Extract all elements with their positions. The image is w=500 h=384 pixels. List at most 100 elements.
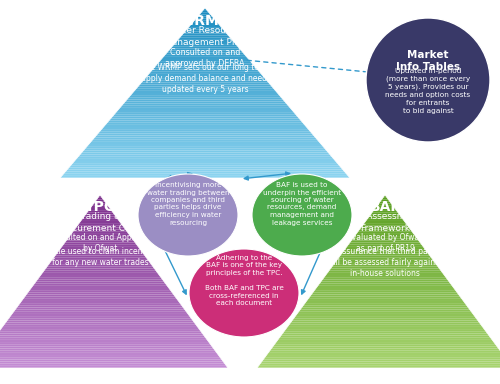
Polygon shape: [305, 301, 465, 303]
Polygon shape: [324, 275, 446, 277]
Polygon shape: [183, 31, 227, 33]
Polygon shape: [41, 273, 159, 275]
Polygon shape: [78, 155, 332, 157]
Polygon shape: [65, 240, 135, 243]
Polygon shape: [185, 29, 225, 31]
Polygon shape: [296, 314, 474, 316]
Polygon shape: [203, 8, 207, 10]
Polygon shape: [366, 219, 404, 221]
Polygon shape: [165, 53, 245, 55]
Polygon shape: [86, 212, 114, 214]
Polygon shape: [130, 93, 280, 95]
Polygon shape: [104, 125, 306, 127]
Polygon shape: [182, 33, 228, 36]
Polygon shape: [169, 48, 241, 51]
Polygon shape: [25, 295, 175, 296]
Polygon shape: [87, 210, 113, 212]
Polygon shape: [114, 112, 296, 114]
Polygon shape: [369, 214, 401, 217]
Polygon shape: [380, 199, 390, 202]
Polygon shape: [95, 199, 105, 202]
Polygon shape: [124, 101, 286, 104]
Polygon shape: [79, 221, 121, 223]
Polygon shape: [127, 97, 283, 99]
Polygon shape: [23, 296, 177, 299]
Text: The WRMP sets out our long term
supply demand balance and needs,
updated every 5: The WRMP sets out our long term supply d…: [137, 63, 273, 94]
Text: Consulted on and
approved by DEFRA: Consulted on and approved by DEFRA: [165, 48, 245, 68]
Polygon shape: [318, 284, 452, 286]
Polygon shape: [374, 208, 396, 210]
Polygon shape: [149, 72, 261, 74]
Polygon shape: [268, 351, 500, 353]
Text: WRMP: WRMP: [180, 14, 230, 28]
Polygon shape: [298, 310, 472, 312]
Polygon shape: [125, 99, 285, 101]
Polygon shape: [384, 195, 386, 197]
Polygon shape: [354, 234, 416, 236]
Polygon shape: [187, 27, 223, 29]
Polygon shape: [0, 353, 218, 355]
Polygon shape: [12, 312, 188, 314]
Polygon shape: [122, 104, 288, 106]
Polygon shape: [372, 210, 398, 212]
Polygon shape: [158, 61, 252, 63]
Polygon shape: [15, 308, 185, 310]
Polygon shape: [63, 243, 137, 245]
Polygon shape: [62, 174, 348, 176]
Polygon shape: [194, 19, 216, 21]
Polygon shape: [84, 148, 326, 151]
Polygon shape: [74, 159, 336, 161]
Polygon shape: [84, 214, 116, 217]
Polygon shape: [378, 202, 392, 204]
Polygon shape: [0, 346, 214, 349]
Polygon shape: [176, 40, 234, 42]
Polygon shape: [167, 51, 243, 53]
Text: BAF is used to
underpin the efficient
sourcing of water
resources, demand
manage: BAF is used to underpin the efficient so…: [263, 182, 341, 225]
Polygon shape: [102, 127, 308, 129]
Polygon shape: [362, 223, 408, 225]
Text: Vehicle used to claim incentives
for any new water trades: Vehicle used to claim incentives for any…: [38, 247, 162, 267]
Polygon shape: [260, 361, 500, 364]
Polygon shape: [266, 353, 500, 355]
Polygon shape: [258, 364, 500, 366]
Polygon shape: [0, 342, 210, 344]
Polygon shape: [308, 296, 462, 299]
Polygon shape: [273, 344, 497, 346]
Polygon shape: [338, 255, 432, 258]
Polygon shape: [0, 359, 223, 361]
Polygon shape: [116, 110, 294, 112]
Polygon shape: [81, 219, 119, 221]
Polygon shape: [60, 247, 140, 249]
Polygon shape: [30, 288, 170, 290]
Polygon shape: [316, 286, 454, 288]
Polygon shape: [310, 295, 460, 296]
Text: Evaluated by Ofwat
as part of PR19: Evaluated by Ofwat as part of PR19: [348, 233, 422, 253]
Polygon shape: [76, 157, 334, 159]
Polygon shape: [304, 303, 466, 305]
Polygon shape: [52, 258, 148, 260]
Polygon shape: [0, 357, 222, 359]
Polygon shape: [78, 223, 122, 225]
Polygon shape: [106, 123, 304, 125]
Polygon shape: [286, 327, 484, 329]
Polygon shape: [190, 23, 220, 25]
Polygon shape: [264, 357, 500, 359]
Text: Bid Assessment
Framework: Bid Assessment Framework: [350, 212, 420, 233]
Polygon shape: [94, 202, 106, 204]
Polygon shape: [86, 146, 324, 148]
Circle shape: [366, 18, 490, 142]
Polygon shape: [257, 366, 500, 368]
Polygon shape: [6, 320, 194, 323]
Polygon shape: [290, 320, 480, 323]
Ellipse shape: [189, 249, 299, 337]
Polygon shape: [376, 206, 394, 208]
Polygon shape: [136, 87, 274, 89]
Polygon shape: [274, 342, 496, 344]
Polygon shape: [160, 59, 250, 61]
Text: Consulted on and Approved
by Ofwat: Consulted on and Approved by Ofwat: [47, 233, 153, 253]
Polygon shape: [74, 227, 126, 230]
Polygon shape: [132, 91, 278, 93]
Polygon shape: [46, 266, 154, 268]
Polygon shape: [326, 273, 444, 275]
Polygon shape: [87, 144, 323, 146]
